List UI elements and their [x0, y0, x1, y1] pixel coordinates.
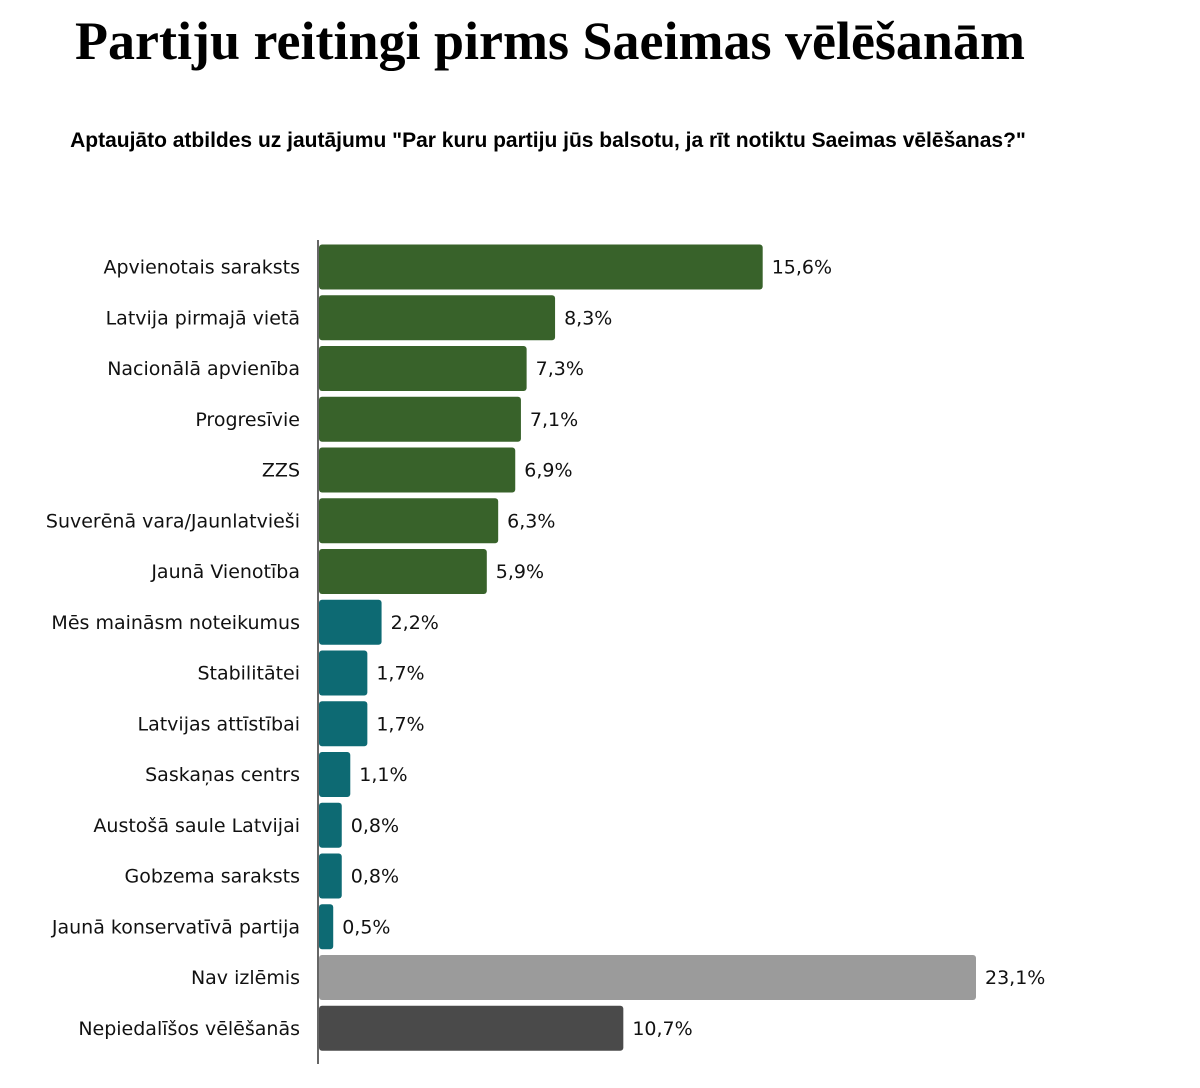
value-label: 10,7%	[632, 1018, 692, 1040]
category-label: Latvijas attīstībai	[138, 713, 301, 735]
value-label: 7,1%	[530, 409, 578, 431]
category-label: Progresīvie	[195, 409, 300, 431]
bar	[319, 752, 351, 797]
bar	[319, 447, 516, 493]
bar	[319, 396, 521, 442]
category-label: Saskaņas centrs	[145, 764, 300, 786]
value-label: 8,3%	[564, 307, 612, 329]
category-label: Suverēnā vara/Jaunlatvieši	[46, 510, 300, 532]
bar	[319, 650, 368, 696]
bar	[319, 701, 368, 747]
value-label: 6,3%	[507, 510, 555, 532]
category-label: Gobzema saraksts	[124, 866, 300, 888]
category-label: Latvija pirmajā vietā	[106, 307, 300, 329]
category-label: Mēs maināsm noteikumus	[51, 612, 300, 634]
value-label: 7,3%	[536, 358, 584, 380]
value-label: 23,1%	[985, 967, 1045, 989]
value-label: 1,1%	[359, 764, 407, 786]
category-label: Jaunā Vienotība	[150, 561, 300, 583]
bar	[319, 1005, 624, 1051]
bar	[319, 802, 342, 848]
category-label: Austošā saule Latvijai	[93, 815, 300, 837]
value-label: 0,5%	[342, 916, 390, 938]
bar	[319, 295, 556, 341]
bar	[319, 904, 334, 950]
bar	[319, 955, 976, 1000]
value-label: 1,7%	[376, 663, 424, 685]
category-label: Stabilitātei	[197, 663, 300, 685]
chart-subtitle: Aptaujāto atbildes uz jautājumu "Par kur…	[70, 129, 1026, 152]
value-label: 1,7%	[376, 713, 424, 735]
category-label: Nacionālā apvienība	[107, 358, 300, 380]
value-label: 5,9%	[496, 561, 544, 583]
category-label: ZZS	[262, 460, 300, 482]
bar	[319, 853, 342, 899]
value-label: 15,6%	[772, 257, 832, 279]
value-label: 0,8%	[351, 815, 399, 837]
category-label: Apvienotais saraksts	[104, 257, 301, 279]
bar	[319, 244, 763, 290]
bar	[319, 346, 527, 391]
value-label: 0,8%	[351, 866, 399, 888]
value-label: 2,2%	[391, 612, 439, 634]
bar	[319, 549, 487, 594]
category-label: Nepiedalīšos vēlēšanās	[78, 1018, 300, 1040]
category-label: Jaunā konservatīvā partija	[51, 916, 300, 938]
category-label: Nav izlēmis	[191, 967, 300, 989]
bar	[319, 498, 499, 544]
chart-title: Partiju reitingi pirms Saeimas vēlēšanām	[75, 11, 1025, 71]
bar	[319, 599, 382, 645]
value-label: 6,9%	[524, 460, 572, 482]
